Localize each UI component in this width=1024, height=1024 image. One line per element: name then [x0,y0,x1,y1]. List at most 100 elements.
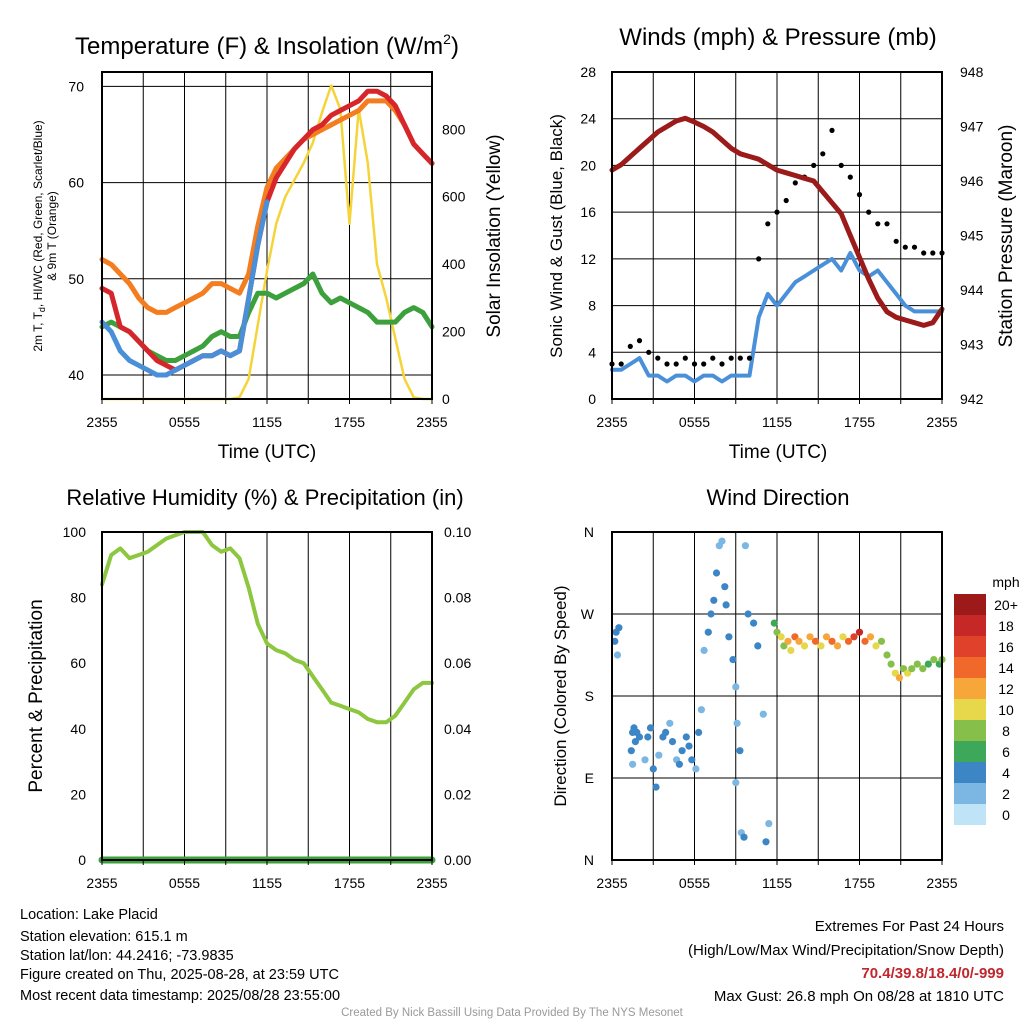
direction-point [700,646,708,655]
colorbar-label: 20+ [994,597,1018,613]
colorbar-swatch [954,615,986,636]
gust-point [820,151,826,157]
y-right-tick-label: 943 [960,337,984,353]
heat-index-windchill-series [99,199,270,378]
location-text: Location: Lake Placid [20,907,158,923]
direction-point [692,765,700,773]
x-tick-label: 2355 [926,875,957,891]
direction-point [631,738,640,746]
max-gust-text: Max Gust: 26.8 mph On 08/28 at 1810 UTC [713,988,1004,1005]
direction-point [740,833,748,841]
direction-point [675,760,684,768]
gust-point [884,221,890,227]
elevation-text: Station elevation: 615.1 m [20,929,188,945]
gust-point [719,361,725,367]
colorbar-swatch [954,741,986,762]
colorbar-unit-label: mph [992,574,1019,590]
gust-point [728,355,734,361]
direction-point [759,710,767,718]
colorbar-label: 18 [998,618,1014,634]
direction-point [861,637,869,645]
colorbar-label: 14 [998,660,1014,676]
direction-point [718,537,726,545]
gust-point [691,361,698,367]
x-tick-label: 1755 [844,414,875,430]
gust-point [636,338,643,344]
x-tick-label: 1155 [252,875,282,891]
direction-point [729,656,737,664]
x-tick-label: 1155 [762,414,792,430]
y-tick-label: N [584,524,594,540]
gust-point [682,355,688,361]
dewpoint-series [99,271,435,363]
direction-point [644,733,652,741]
direction-point [733,719,741,727]
relative-humidity-series [100,530,434,725]
x-tick-label: 1155 [252,414,282,430]
y-right-tick-label: 0.06 [444,655,471,671]
direction-point [655,751,663,759]
direction-point [930,656,938,664]
chart-title: Winds (mph) & Pressure (mb) [619,24,936,51]
y-tick-label: 20 [70,786,86,802]
direction-point [762,838,770,846]
direction-point [765,820,773,828]
direction-point [828,637,836,645]
y-right-tick-label: 0 [442,391,450,407]
colorbar-label: 16 [998,639,1014,655]
direction-point [773,628,781,636]
y-axis-label: 2m T, Td, HI/WC (Red, Green, Scarlet/Blu… [31,120,47,351]
colorbar-label: 12 [998,681,1014,697]
colorbar-label: 2 [1002,786,1010,802]
direction-point [721,583,729,591]
y-right-tick-label: 945 [960,228,984,244]
y-tick-label: 4 [588,344,596,360]
direction-point [780,642,788,650]
gust-point [856,192,863,198]
direction-point [613,651,622,659]
y-right-tick-label: 0.04 [444,721,471,737]
x-tick-label: 1155 [762,875,792,891]
direction-point [641,756,649,764]
x-tick-label: 0555 [679,875,710,891]
direction-point [678,747,686,755]
sonic-wind-series [610,251,944,384]
y-axis-label: Direction (Colored By Speed) [551,585,570,806]
direction-point [817,642,825,650]
gust-point [701,361,707,367]
direction-point [736,747,744,755]
direction-point [629,760,637,768]
direction-point [750,619,758,627]
gust-point [710,355,716,361]
y-right-tick-label: 600 [442,189,466,205]
gust-point [664,361,670,367]
extremes-description: (High/Low/Max Wind/Precipitation/Snow De… [688,942,1004,959]
direction-point [635,733,644,741]
direction-point [725,633,733,641]
gust-point [811,162,817,168]
direction-point [883,651,891,659]
colorbar-swatch [954,762,986,783]
gust-point [847,174,853,180]
x-tick-label: 0555 [169,875,200,891]
direction-point [877,637,886,645]
direction-point [924,660,932,668]
y-right-tick-label: 946 [960,173,984,189]
latlon-text: Station lat/lon: 44.2416; -73.9835 [20,948,234,964]
extremes-title: Extremes For Past 24 Hours [814,918,1004,935]
y-tick-label: 0 [588,391,596,407]
direction-point [649,765,657,773]
direction-point [710,596,718,604]
direction-point [770,619,778,627]
y-right-tick-label: 800 [442,121,466,137]
created-text: Figure created on Thu, 2025-08-28, at 23… [20,967,339,983]
y-axis-label: Percent & Precipitation [26,599,47,792]
direction-point [800,642,809,650]
y-right-tick-label: 944 [960,282,984,298]
x-tick-label: 1755 [334,875,365,891]
y-right-tick-label: 0.10 [444,524,471,540]
direction-point [866,633,875,641]
colorbar-swatch [954,783,986,804]
credit-text: Created By Nick Bassill Using Data Provi… [341,1007,683,1019]
gust-point [737,355,743,361]
